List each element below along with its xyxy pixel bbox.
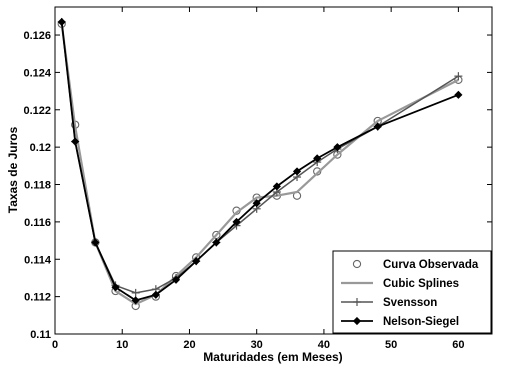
legend-label: Cubic Splines xyxy=(383,278,459,290)
data-point xyxy=(131,288,140,297)
data-point xyxy=(91,238,100,247)
x-tick-label: 0 xyxy=(52,339,58,351)
legend-item: Svensson xyxy=(341,297,437,309)
x-tick-label: 60 xyxy=(452,339,464,351)
data-point xyxy=(57,17,66,27)
x-tick-label: 30 xyxy=(251,339,263,351)
data-point xyxy=(313,154,322,163)
data-point xyxy=(454,72,463,81)
x-axis-label: Maturidades (em Meses) xyxy=(203,350,342,364)
y-tick-label: 0.118 xyxy=(24,180,51,192)
legend: Curva Observada Cubic Splines Svensson Nels… xyxy=(332,250,492,334)
data-point xyxy=(373,122,382,131)
data-point xyxy=(212,238,221,247)
y-tick-label: 0.116 xyxy=(24,217,51,229)
data-point xyxy=(272,182,281,191)
y-tick-label: 0.114 xyxy=(24,254,52,266)
series-nelson-siegel xyxy=(57,17,463,305)
legend-swatch-marker xyxy=(352,316,362,326)
legend-label: Curva Observada xyxy=(383,259,479,271)
y-tick-label: 0.11 xyxy=(30,329,51,341)
series-cubic-splines xyxy=(60,23,459,306)
data-point xyxy=(171,275,181,284)
legend-swatch-marker xyxy=(353,298,361,306)
y-tick-label: 0.124 xyxy=(23,67,51,79)
data-point xyxy=(232,217,241,226)
series-line xyxy=(60,23,459,306)
legend-swatch-marker xyxy=(352,259,362,269)
series-layer xyxy=(57,17,463,311)
data-point xyxy=(131,296,140,305)
data-point xyxy=(292,167,302,176)
data-point xyxy=(333,143,342,152)
data-point xyxy=(71,137,80,146)
x-tick-label: 20 xyxy=(183,339,195,351)
data-point xyxy=(252,199,261,208)
y-tick-labels: 0.11 0.112 0.114 0.116 0.118 0.12 0.122 0.124 0.… xyxy=(23,30,51,341)
data-point xyxy=(111,283,120,292)
x-tick-label: 40 xyxy=(318,339,330,351)
y-tick-label: 0.122 xyxy=(23,105,51,117)
legend-label: Svensson xyxy=(383,297,437,309)
data-point xyxy=(454,90,463,99)
x-tick-labels: 0 10 20 30 40 50 60 xyxy=(52,339,465,351)
y-axis-label: Taxas de Juros xyxy=(6,126,20,213)
x-tick-label: 50 xyxy=(385,339,397,351)
tick-marks xyxy=(54,7,492,335)
legend-label: Nelson-Siegel xyxy=(383,316,459,328)
data-point xyxy=(192,257,201,266)
y-tick-label: 0.126 xyxy=(23,30,51,42)
y-tick-label: 0.12 xyxy=(30,142,51,154)
x-tick-label: 10 xyxy=(116,339,128,351)
legend-item: Cubic Splines xyxy=(341,278,459,290)
data-point xyxy=(151,290,160,299)
legend-item: Nelson-Siegel xyxy=(341,316,459,328)
legend-item: Curva Observada xyxy=(352,259,479,271)
y-tick-label: 0.112 xyxy=(24,292,51,304)
